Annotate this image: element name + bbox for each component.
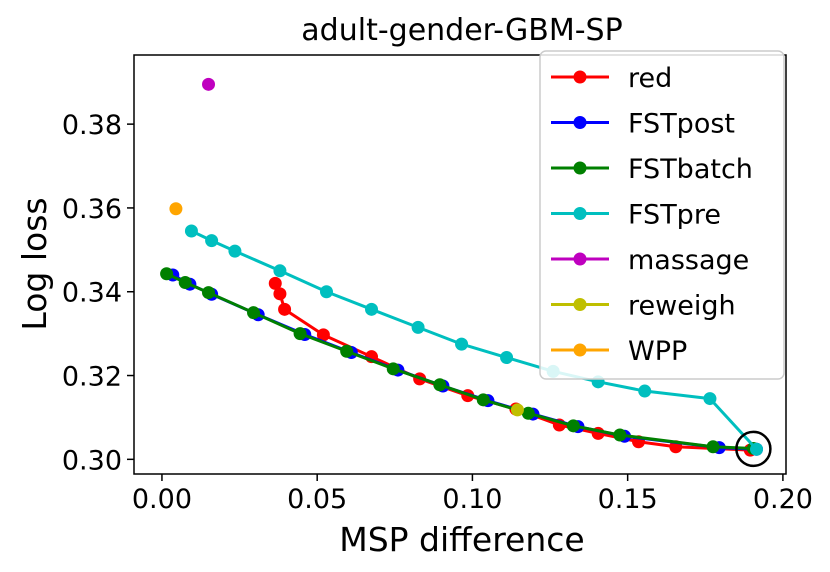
chart-title: adult-gender-GBM-SP [301,13,622,48]
data-point-FSTpre [500,351,514,365]
data-point-FSTbatch [202,286,216,300]
data-point-FSTpre [205,234,219,248]
y-tick-label: 0.36 [62,194,122,225]
data-point-FSTpre [411,320,425,334]
legend-label: FSTpost [628,109,735,140]
y-axis: 0.30 0.32 0.34 0.36 0.38 [62,110,134,476]
x-tick-label: 0.10 [442,484,502,515]
data-point-FSTbatch [160,267,174,281]
data-point-FSTpre [184,224,198,238]
annotation-layer [735,430,772,468]
y-axis-title: Log loss [15,197,54,330]
legend-item-FSTpost: FSTpost [551,109,735,140]
series-line-FSTbatch [165,272,754,450]
data-point-massage [202,77,216,91]
y-tick-label: 0.38 [62,110,122,141]
legend-item-FSTpre: FSTpre [551,200,721,231]
highlight-circle [735,430,772,468]
legend-label: massage [628,245,749,276]
legend-marker [573,298,587,311]
data-point-FSTbatch [613,428,627,442]
data-point-FSTbatch [433,378,447,392]
legend-item-red: red [551,63,672,94]
legend: red FSTpost FSTbatch FSTpre massage reweigh WP… [539,50,785,380]
data-point-FSTbatch [340,344,354,358]
legend-label: reweigh [628,291,736,322]
legend-box [539,50,785,380]
legend-marker [573,343,587,357]
data-point-FSTpre [273,264,287,278]
data-point-red [278,302,292,316]
legend-label: red [628,63,672,94]
data-point-FSTpre [455,337,469,351]
legend-item-WPP: WPP [551,336,687,367]
legend-item-massage: massage [551,245,749,276]
data-point-FSTpre [638,384,652,398]
data-point-FSTbatch [521,406,535,420]
x-axis-title: MSP difference [339,520,584,559]
legend-label: FSTbatch [628,154,753,185]
data-point-FSTpre [703,392,717,406]
data-point-FSTbatch [178,276,192,290]
data-point-red [268,276,282,290]
x-axis: 0.00 0.05 0.10 0.15 0.20 [132,474,813,515]
legend-marker [573,252,587,266]
x-tick-label: 0.05 [287,484,347,515]
data-point-FSTpre [319,285,333,299]
legend-label: FSTpre [628,200,721,231]
legend-marker [573,70,587,84]
data-point-FSTbatch [566,419,580,433]
x-tick-label: 0.00 [132,484,192,515]
series-massage [202,77,216,91]
y-tick-label: 0.30 [62,445,122,476]
data-point-FSTbatch [706,440,720,454]
y-tick-label: 0.32 [62,362,122,393]
data-point-FSTbatch [476,393,490,407]
x-tick-label: 0.15 [598,484,658,515]
data-point-FSTpre [750,442,764,456]
y-tick-label: 0.34 [62,278,122,309]
series-WPP [169,202,183,216]
legend-marker [573,116,587,129]
data-point-FSTpre [365,302,379,316]
data-point-reweigh [510,403,524,417]
data-point-FSTbatch [386,362,400,376]
x-tick-label: 0.20 [753,484,813,515]
data-point-FSTbatch [293,327,307,341]
data-point-red [273,287,287,301]
data-point-FSTpre [228,244,242,258]
legend-item-FSTbatch: FSTbatch [551,154,753,185]
legend-item-reweigh: reweigh [551,291,736,322]
legend-marker [573,207,587,220]
series-reweigh [510,403,524,417]
legend-marker [573,161,587,175]
data-point-FSTbatch [247,306,261,320]
data-point-red [316,328,330,342]
data-point-WPP [169,202,183,216]
legend-label: WPP [628,336,687,367]
series-line-FSTpre [190,229,758,451]
